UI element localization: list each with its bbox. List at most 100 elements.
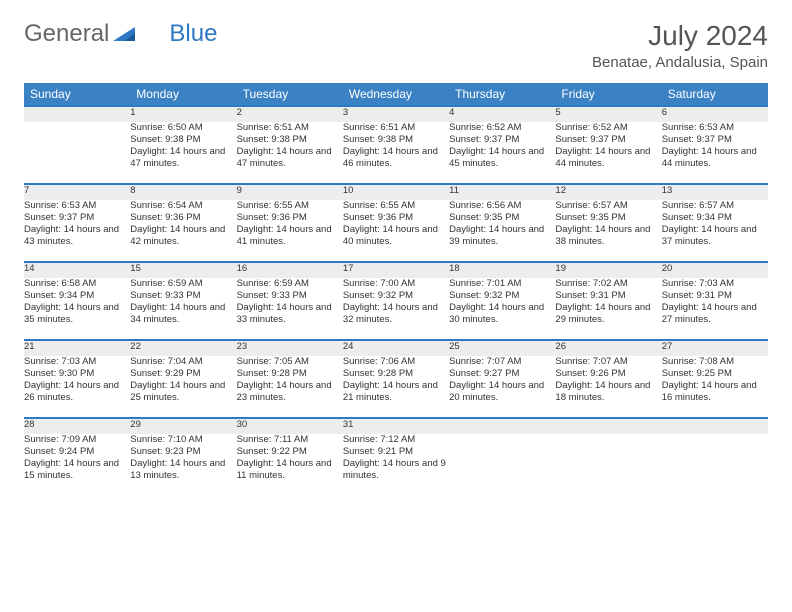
sunrise-text: Sunrise: 6:55 AM xyxy=(237,200,343,212)
sunset-text: Sunset: 9:24 PM xyxy=(24,446,130,458)
day-number-cell: 4 xyxy=(449,106,555,122)
day-number-cell: 10 xyxy=(343,184,449,200)
day-number-cell: 15 xyxy=(130,262,236,278)
sunrise-text: Sunrise: 6:51 AM xyxy=(343,122,449,134)
location-subtitle: Benatae, Andalusia, Spain xyxy=(592,54,768,71)
day-content-cell: Sunrise: 6:57 AMSunset: 9:34 PMDaylight:… xyxy=(662,200,768,262)
day-header: Saturday xyxy=(662,83,768,106)
sunrise-text: Sunrise: 6:52 AM xyxy=(555,122,661,134)
sunset-text: Sunset: 9:38 PM xyxy=(237,134,343,146)
day-content-cell: Sunrise: 6:55 AMSunset: 9:36 PMDaylight:… xyxy=(237,200,343,262)
day-number-cell: 27 xyxy=(662,340,768,356)
daylight-text: Daylight: 14 hours and 11 minutes. xyxy=(237,458,343,482)
day-content-cell: Sunrise: 7:07 AMSunset: 9:27 PMDaylight:… xyxy=(449,356,555,418)
day-content-cell: Sunrise: 6:54 AMSunset: 9:36 PMDaylight:… xyxy=(130,200,236,262)
day-number-cell: 12 xyxy=(555,184,661,200)
day-number-cell: 31 xyxy=(343,418,449,434)
sunrise-text: Sunrise: 7:10 AM xyxy=(130,434,236,446)
sunrise-text: Sunrise: 7:08 AM xyxy=(662,356,768,368)
day-number-cell: 7 xyxy=(24,184,130,200)
day-content-cell: Sunrise: 6:56 AMSunset: 9:35 PMDaylight:… xyxy=(449,200,555,262)
sunrise-text: Sunrise: 7:07 AM xyxy=(555,356,661,368)
day-content-row: Sunrise: 6:50 AMSunset: 9:38 PMDaylight:… xyxy=(24,122,768,184)
day-content-cell: Sunrise: 7:08 AMSunset: 9:25 PMDaylight:… xyxy=(662,356,768,418)
day-number-cell: 16 xyxy=(237,262,343,278)
day-number-cell: 2 xyxy=(237,106,343,122)
day-content-cell xyxy=(662,434,768,496)
sunset-text: Sunset: 9:25 PM xyxy=(662,368,768,380)
day-content-cell: Sunrise: 7:05 AMSunset: 9:28 PMDaylight:… xyxy=(237,356,343,418)
sunset-text: Sunset: 9:38 PM xyxy=(130,134,236,146)
day-content-cell: Sunrise: 6:51 AMSunset: 9:38 PMDaylight:… xyxy=(237,122,343,184)
daylight-text: Daylight: 14 hours and 21 minutes. xyxy=(343,380,449,404)
sunset-text: Sunset: 9:21 PM xyxy=(343,446,449,458)
day-content-cell xyxy=(555,434,661,496)
day-header-row: Sunday Monday Tuesday Wednesday Thursday… xyxy=(24,83,768,106)
page-header: General Blue July 2024 Benatae, Andalusi… xyxy=(24,20,768,71)
sunset-text: Sunset: 9:35 PM xyxy=(449,212,555,224)
sunset-text: Sunset: 9:34 PM xyxy=(24,290,130,302)
day-number-cell: 9 xyxy=(237,184,343,200)
sunset-text: Sunset: 9:35 PM xyxy=(555,212,661,224)
sunrise-text: Sunrise: 7:02 AM xyxy=(555,278,661,290)
day-number-cell: 24 xyxy=(343,340,449,356)
day-number-row: 14151617181920 xyxy=(24,262,768,278)
daylight-text: Daylight: 14 hours and 37 minutes. xyxy=(662,224,768,248)
day-content-cell: Sunrise: 6:59 AMSunset: 9:33 PMDaylight:… xyxy=(130,278,236,340)
daylight-text: Daylight: 14 hours and 18 minutes. xyxy=(555,380,661,404)
logo-text-blue: Blue xyxy=(169,20,217,48)
day-number-cell: 26 xyxy=(555,340,661,356)
day-content-row: Sunrise: 6:53 AMSunset: 9:37 PMDaylight:… xyxy=(24,200,768,262)
daylight-text: Daylight: 14 hours and 44 minutes. xyxy=(555,146,661,170)
day-number-cell: 18 xyxy=(449,262,555,278)
sunset-text: Sunset: 9:26 PM xyxy=(555,368,661,380)
day-number-cell: 11 xyxy=(449,184,555,200)
day-number-cell xyxy=(24,106,130,122)
sunrise-text: Sunrise: 7:12 AM xyxy=(343,434,449,446)
sunrise-text: Sunrise: 7:05 AM xyxy=(237,356,343,368)
daylight-text: Daylight: 14 hours and 44 minutes. xyxy=(662,146,768,170)
daylight-text: Daylight: 14 hours and 39 minutes. xyxy=(449,224,555,248)
day-number-row: 21222324252627 xyxy=(24,340,768,356)
day-number-cell: 28 xyxy=(24,418,130,434)
sunrise-text: Sunrise: 6:51 AM xyxy=(237,122,343,134)
sunrise-text: Sunrise: 7:03 AM xyxy=(24,356,130,368)
daylight-text: Daylight: 14 hours and 43 minutes. xyxy=(24,224,130,248)
day-content-cell: Sunrise: 7:10 AMSunset: 9:23 PMDaylight:… xyxy=(130,434,236,496)
day-number-row: 28293031 xyxy=(24,418,768,434)
sunset-text: Sunset: 9:37 PM xyxy=(449,134,555,146)
sunset-text: Sunset: 9:36 PM xyxy=(237,212,343,224)
day-content-cell: Sunrise: 6:52 AMSunset: 9:37 PMDaylight:… xyxy=(555,122,661,184)
day-content-cell: Sunrise: 7:09 AMSunset: 9:24 PMDaylight:… xyxy=(24,434,130,496)
logo-triangle-icon xyxy=(113,20,135,48)
daylight-text: Daylight: 14 hours and 27 minutes. xyxy=(662,302,768,326)
daylight-text: Daylight: 14 hours and 42 minutes. xyxy=(130,224,236,248)
daylight-text: Daylight: 14 hours and 16 minutes. xyxy=(662,380,768,404)
day-content-cell: Sunrise: 7:03 AMSunset: 9:30 PMDaylight:… xyxy=(24,356,130,418)
day-number-cell: 19 xyxy=(555,262,661,278)
sunset-text: Sunset: 9:28 PM xyxy=(343,368,449,380)
sunset-text: Sunset: 9:33 PM xyxy=(130,290,236,302)
daylight-text: Daylight: 14 hours and 38 minutes. xyxy=(555,224,661,248)
day-number-cell: 13 xyxy=(662,184,768,200)
day-number-row: 78910111213 xyxy=(24,184,768,200)
sunrise-text: Sunrise: 6:59 AM xyxy=(130,278,236,290)
day-number-cell: 8 xyxy=(130,184,236,200)
daylight-text: Daylight: 14 hours and 20 minutes. xyxy=(449,380,555,404)
day-content-cell: Sunrise: 6:53 AMSunset: 9:37 PMDaylight:… xyxy=(662,122,768,184)
sunrise-text: Sunrise: 7:04 AM xyxy=(130,356,236,368)
day-number-cell: 20 xyxy=(662,262,768,278)
day-header: Wednesday xyxy=(343,83,449,106)
day-number-cell xyxy=(555,418,661,434)
day-content-cell: Sunrise: 6:59 AMSunset: 9:33 PMDaylight:… xyxy=(237,278,343,340)
daylight-text: Daylight: 14 hours and 32 minutes. xyxy=(343,302,449,326)
sunset-text: Sunset: 9:32 PM xyxy=(343,290,449,302)
daylight-text: Daylight: 14 hours and 9 minutes. xyxy=(343,458,449,482)
day-content-cell: Sunrise: 7:03 AMSunset: 9:31 PMDaylight:… xyxy=(662,278,768,340)
day-number-cell: 14 xyxy=(24,262,130,278)
sunrise-text: Sunrise: 7:06 AM xyxy=(343,356,449,368)
day-content-cell: Sunrise: 7:00 AMSunset: 9:32 PMDaylight:… xyxy=(343,278,449,340)
sunset-text: Sunset: 9:34 PM xyxy=(662,212,768,224)
daylight-text: Daylight: 14 hours and 46 minutes. xyxy=(343,146,449,170)
sunrise-text: Sunrise: 6:53 AM xyxy=(24,200,130,212)
